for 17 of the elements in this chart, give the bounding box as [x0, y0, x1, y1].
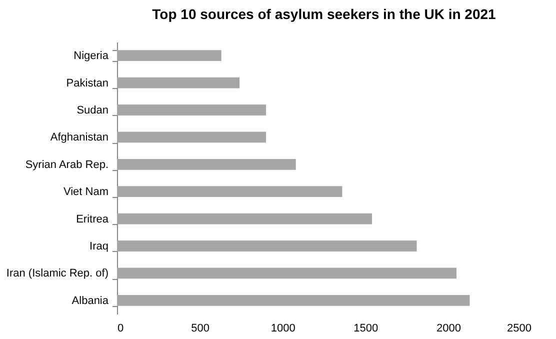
- y-tick-label: Iraq: [90, 240, 108, 252]
- x-tick-label: 0: [118, 322, 124, 334]
- y-tick-label: Afghanistan: [50, 132, 108, 144]
- y-tick-label: Pakistan: [66, 77, 108, 90]
- x-tick-label: 500: [191, 322, 210, 334]
- y-tick-label: Eritrea: [76, 213, 110, 226]
- x-tick-label: 2000: [436, 322, 461, 334]
- y-tick-label: Sudan: [76, 104, 108, 116]
- x-tick-label: 2500: [507, 322, 532, 334]
- y-tick-label: Viet Nam: [63, 186, 108, 198]
- y-tick-label: Nigeria: [74, 50, 110, 62]
- y-tick-label: Albania: [72, 294, 110, 307]
- x-tick-label: 1500: [354, 322, 378, 334]
- chart-title: Top 10 sources of asylum seekers in the UK in 2021: [152, 6, 496, 22]
- x-tick-label: 1000: [270, 322, 296, 334]
- y-tick-label: Iran (Islamic Rep. of): [6, 268, 108, 280]
- y-tick-label: Syrian Arab Rep.: [25, 158, 108, 171]
